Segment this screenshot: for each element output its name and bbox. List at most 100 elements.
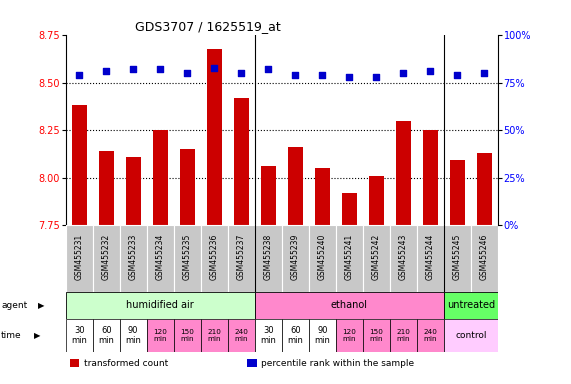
Text: transformed count: transformed count (84, 359, 168, 368)
Bar (255, 292, 444, 319)
Bar (66, 292, 255, 319)
Bar (477, 153, 492, 225)
Text: GSM455245: GSM455245 (453, 234, 462, 280)
Bar (471, 225, 498, 292)
Text: 150
min: 150 min (369, 329, 383, 342)
Text: GSM455242: GSM455242 (372, 234, 381, 280)
Bar (234, 98, 249, 225)
Bar (93, 225, 120, 292)
Text: 120
min: 120 min (153, 329, 167, 342)
Text: percentile rank within the sample: percentile rank within the sample (261, 359, 414, 368)
Bar (180, 149, 195, 225)
Bar (315, 168, 329, 225)
Point (264, 66, 273, 73)
Bar (450, 161, 465, 225)
Text: GSM455243: GSM455243 (399, 234, 408, 280)
Bar (369, 175, 384, 225)
Text: GSM455244: GSM455244 (426, 234, 435, 280)
Bar (66, 225, 93, 292)
Bar (201, 319, 228, 352)
Bar (342, 193, 357, 225)
Bar (417, 319, 444, 352)
Point (453, 72, 462, 78)
Text: GSM455234: GSM455234 (156, 234, 164, 280)
Bar (147, 319, 174, 352)
Text: GSM455246: GSM455246 (480, 234, 489, 280)
Bar (99, 151, 114, 225)
Text: GSM455240: GSM455240 (318, 234, 327, 280)
Point (480, 70, 489, 76)
Bar (282, 319, 309, 352)
Text: 60
min: 60 min (287, 326, 303, 345)
Point (345, 74, 354, 80)
Bar (70, 359, 79, 367)
Point (426, 68, 435, 74)
Bar (207, 49, 222, 225)
Point (75, 72, 84, 78)
Bar (201, 225, 228, 292)
Bar (390, 319, 417, 352)
Bar (72, 106, 87, 225)
Bar (147, 225, 174, 292)
Bar (282, 225, 309, 292)
Bar (363, 319, 390, 352)
Bar (255, 225, 282, 292)
Text: 90
min: 90 min (125, 326, 141, 345)
Text: 210
min: 210 min (207, 329, 221, 342)
Text: 120
min: 120 min (343, 329, 356, 342)
Point (372, 74, 381, 80)
Bar (444, 225, 471, 292)
Text: humidified air: humidified air (126, 300, 194, 310)
Text: 60
min: 60 min (98, 326, 114, 345)
Text: ▶: ▶ (34, 331, 41, 340)
Text: GSM455233: GSM455233 (128, 234, 138, 280)
Point (237, 70, 246, 76)
Text: 210
min: 210 min (396, 329, 411, 342)
Text: untreated: untreated (447, 300, 495, 310)
Bar (120, 225, 147, 292)
Point (291, 72, 300, 78)
Bar (309, 319, 336, 352)
Text: GSM455239: GSM455239 (291, 234, 300, 280)
Point (317, 72, 327, 78)
Bar (153, 130, 168, 225)
Bar (444, 292, 498, 319)
Bar (444, 319, 498, 352)
Bar (288, 147, 303, 225)
Text: GSM455238: GSM455238 (264, 234, 273, 280)
Text: 90
min: 90 min (315, 326, 330, 345)
Point (156, 66, 165, 73)
Bar (174, 319, 201, 352)
Text: GSM455231: GSM455231 (75, 234, 84, 280)
Point (128, 66, 138, 73)
Point (102, 68, 111, 74)
Text: ethanol: ethanol (331, 300, 368, 310)
Text: agent: agent (1, 301, 27, 310)
Text: time: time (1, 331, 22, 340)
Bar (255, 319, 282, 352)
Bar (174, 225, 201, 292)
Bar (120, 319, 147, 352)
Bar (309, 225, 336, 292)
Bar (363, 225, 390, 292)
Bar (396, 121, 411, 225)
Bar (336, 319, 363, 352)
Text: 240
min: 240 min (424, 329, 437, 342)
Text: 240
min: 240 min (234, 329, 248, 342)
Bar (93, 319, 120, 352)
Text: 30
min: 30 min (260, 326, 276, 345)
Text: GSM455235: GSM455235 (183, 234, 192, 280)
Text: ▶: ▶ (38, 301, 45, 310)
Point (183, 70, 192, 76)
Text: GSM455237: GSM455237 (237, 234, 246, 280)
Bar (228, 319, 255, 352)
Bar (228, 225, 255, 292)
Bar (261, 166, 276, 225)
Bar (336, 225, 363, 292)
Bar (247, 359, 257, 367)
Text: 150
min: 150 min (180, 329, 194, 342)
Bar (423, 130, 438, 225)
Text: 30
min: 30 min (71, 326, 87, 345)
Text: control: control (455, 331, 486, 340)
Bar (390, 225, 417, 292)
